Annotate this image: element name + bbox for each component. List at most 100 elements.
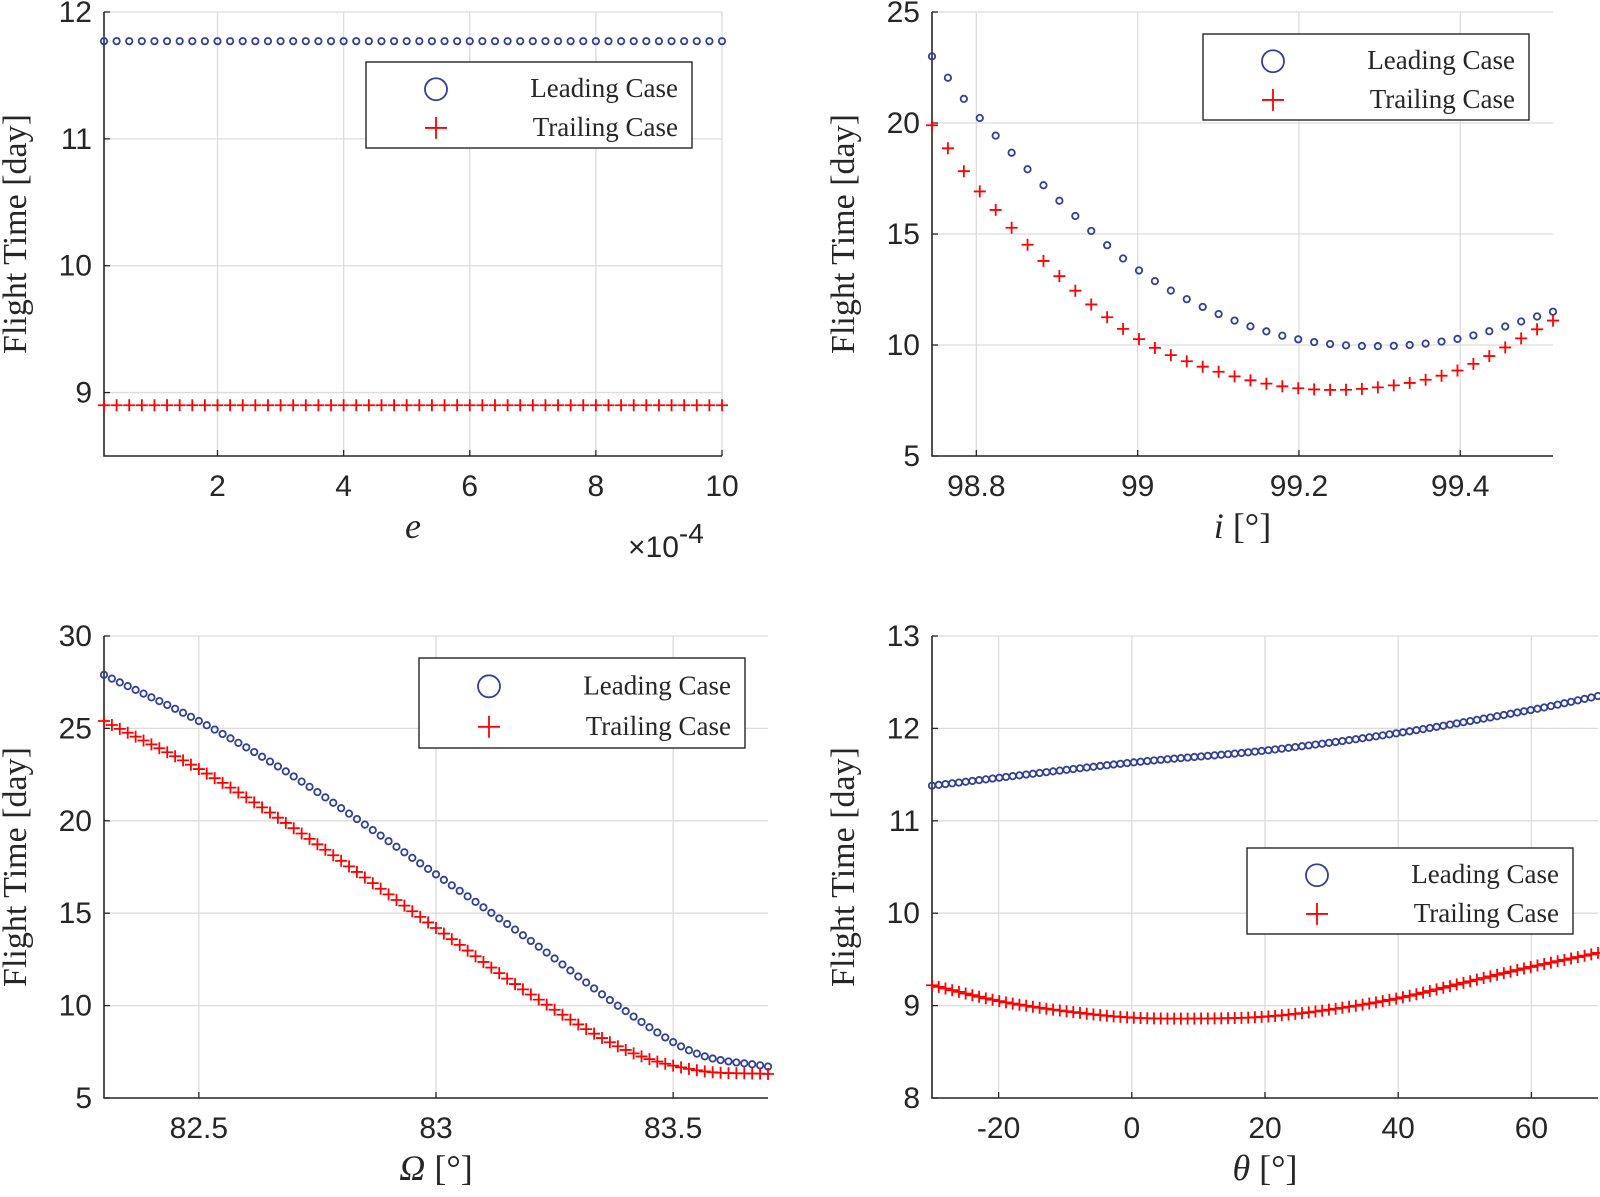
- leading-point: [337, 804, 346, 813]
- x-tick-label: 0: [1123, 1112, 1140, 1145]
- leading-point: [281, 767, 290, 776]
- trailing-point: [422, 916, 435, 929]
- trailing-point: [463, 399, 476, 412]
- trailing-point: [1551, 955, 1564, 968]
- leading-point: [1143, 756, 1152, 766]
- leading-point: [1546, 701, 1556, 711]
- leading-point: [566, 966, 575, 975]
- leading-point: [1344, 736, 1354, 745]
- trailing-point: [589, 399, 602, 412]
- trailing-point: [716, 399, 728, 412]
- trailing-point: [1515, 332, 1528, 345]
- leading-point: [1082, 763, 1091, 772]
- trailing-point: [1390, 992, 1403, 1005]
- legend: Leading Case Trailing Case: [418, 657, 746, 749]
- trailing-point: [564, 1013, 577, 1026]
- x-tick-label: 8: [588, 470, 605, 503]
- leading-point: [1452, 719, 1461, 728]
- trailing-point: [619, 1043, 632, 1056]
- y-tick-label: 9: [903, 990, 920, 1023]
- trailing-point: [256, 801, 269, 814]
- leading-point: [637, 1017, 646, 1027]
- trailing-point: [1430, 983, 1443, 996]
- leading-point: [1532, 312, 1542, 321]
- trailing-point: [635, 1050, 648, 1063]
- legend-entry-label: Leading Case: [530, 73, 678, 103]
- leading-point: [1469, 331, 1478, 340]
- legend: Leading Case Trailing Case: [365, 61, 693, 149]
- legend-circle-icon: [424, 77, 448, 102]
- trailing-point: [1558, 953, 1571, 966]
- leading-point: [479, 903, 488, 912]
- trailing-point: [248, 796, 261, 809]
- leading-point: [991, 131, 1000, 140]
- x-tick-label: 99.4: [1431, 470, 1489, 503]
- y-axis-label: Flight Time [day]: [0, 747, 34, 987]
- leading-point: [1230, 749, 1239, 758]
- trailing-point: [665, 399, 678, 412]
- trailing-point: [1547, 314, 1559, 327]
- leading-point: [487, 908, 496, 917]
- trailing-point: [1053, 270, 1066, 283]
- leading-point: [1203, 751, 1212, 761]
- leading-point: [579, 37, 588, 46]
- trailing-point: [1585, 948, 1598, 961]
- trailing-point: [177, 754, 190, 767]
- legend-entry-label: Leading Case: [1367, 45, 1515, 75]
- leading-point: [654, 37, 664, 46]
- x-axis-symbol: Ω: [399, 1148, 425, 1188]
- trailing-point: [1212, 365, 1225, 378]
- leading-point: [1028, 769, 1038, 778]
- leading-point: [510, 925, 520, 934]
- chart-panel-top-left: 2 4 6 8 10 9 10 11 12 Flight Time [day] e ×10-4 Lead…: [0, 0, 739, 564]
- trailing-point: [1013, 998, 1026, 1011]
- leading-point: [1573, 696, 1582, 705]
- leading-point: [1244, 748, 1253, 757]
- legend-box: [1202, 33, 1530, 121]
- trailing-point: [651, 1055, 664, 1068]
- leading-point: [194, 716, 203, 726]
- leading-point: [1371, 732, 1381, 741]
- trailing-point: [362, 399, 375, 412]
- leading-point: [1246, 322, 1255, 331]
- leading-point: [1517, 317, 1526, 326]
- trailing-point: [438, 399, 451, 412]
- leading-point: [1096, 761, 1105, 771]
- leading-point: [1230, 316, 1239, 325]
- leading-point: [1418, 724, 1428, 734]
- leading-point: [1358, 734, 1367, 743]
- trailing-point: [1340, 383, 1352, 396]
- leading-point: [1405, 340, 1414, 350]
- leading-point: [534, 942, 543, 951]
- trailing-point: [1544, 956, 1557, 969]
- trailing-point: [303, 832, 316, 845]
- leading-point: [1560, 699, 1569, 708]
- trailing-point: [425, 399, 438, 412]
- trailing-point: [98, 715, 110, 728]
- x-tick-label: 99.2: [1270, 470, 1328, 503]
- legend-plus-icon: [1306, 902, 1328, 925]
- leading-point: [1223, 750, 1233, 759]
- leading-point: [238, 37, 247, 46]
- x-axis-unit: [°]: [425, 1148, 472, 1188]
- trailing-point: [564, 399, 577, 412]
- x-tick-label: 83: [419, 1112, 452, 1145]
- leading-point: [613, 1001, 622, 1010]
- legend-entry-label: Leading Case: [583, 670, 731, 700]
- x-axis-symbol: i: [1214, 506, 1224, 546]
- trailing-point: [350, 865, 363, 878]
- trailing-point: [216, 776, 229, 789]
- leading-point: [1089, 762, 1098, 771]
- leading-point: [1338, 736, 1347, 746]
- trailing-point: [1085, 298, 1098, 311]
- y-tick-label: 5: [903, 440, 920, 473]
- y-axis-label: Flight Time [day]: [0, 114, 34, 354]
- leading-point: [1445, 720, 1455, 729]
- trailing-point: [1538, 958, 1551, 971]
- leading-point: [326, 37, 336, 46]
- leading-point: [1318, 739, 1327, 748]
- legend-plus-icon: [425, 116, 447, 139]
- trailing-point: [524, 988, 537, 1001]
- leading-point: [1022, 770, 1031, 779]
- leading-point: [1373, 342, 1382, 351]
